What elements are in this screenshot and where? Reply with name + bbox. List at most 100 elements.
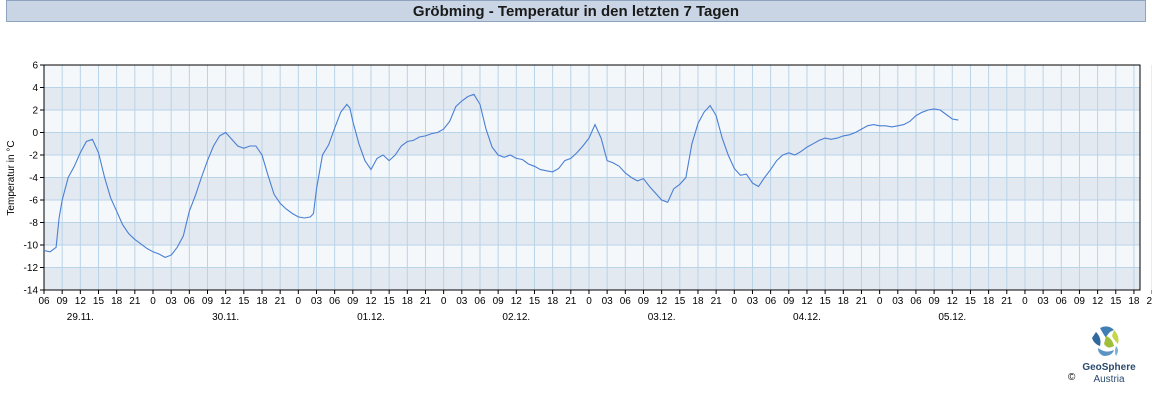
x-tick-label: 15 bbox=[674, 296, 686, 307]
x-tick-label: 06 bbox=[184, 296, 196, 307]
y-tick-label: 2 bbox=[32, 106, 38, 117]
x-tick-label: 15 bbox=[820, 296, 832, 307]
x-tick-label: 18 bbox=[838, 296, 850, 307]
x-tick-label: 15 bbox=[529, 296, 541, 307]
x-axis-ticks: 06 09 12 15 18 21 0 03 06 09 12 15 18 21 0 03 06 09 12 15 18… bbox=[38, 290, 1152, 307]
date-label: 04.12. bbox=[793, 312, 821, 323]
y-tick-label: 6 bbox=[32, 61, 38, 72]
x-tick-label: 21 bbox=[856, 296, 868, 307]
y-tick-label: 0 bbox=[32, 128, 38, 139]
y-tick-label: -12 bbox=[24, 263, 39, 274]
x-tick-label: 03 bbox=[1038, 296, 1050, 307]
copyright-symbol: © bbox=[1068, 372, 1076, 383]
x-tick-label: 12 bbox=[365, 296, 377, 307]
x-tick-label: 0 bbox=[586, 296, 592, 307]
x-tick-label: 12 bbox=[656, 296, 668, 307]
x-tick-label: 06 bbox=[620, 296, 632, 307]
x-tick-label: 03 bbox=[456, 296, 468, 307]
x-tick-label: 18 bbox=[547, 296, 559, 307]
band bbox=[44, 87, 1140, 110]
band bbox=[44, 200, 1140, 223]
x-tick-label: 0 bbox=[877, 296, 883, 307]
plot-background bbox=[44, 65, 1140, 290]
x-axis-date-labels: 29.11. 30.11. 01.12. 02.12. 03.12. 04.12. 05.1… bbox=[67, 312, 966, 323]
date-label: 29.11. bbox=[67, 312, 94, 323]
x-tick-label: 0 bbox=[296, 296, 302, 307]
y-tick-label: -14 bbox=[24, 286, 39, 297]
page-title: Gröbming - Temperatur in den letzten 7 T… bbox=[412, 3, 740, 20]
x-tick-label: 09 bbox=[347, 296, 359, 307]
date-label: 05.12. bbox=[938, 312, 966, 323]
band bbox=[44, 132, 1140, 155]
x-tick-label: 06 bbox=[910, 296, 922, 307]
x-tick-label: 03 bbox=[602, 296, 614, 307]
x-tick-label: 06 bbox=[1056, 296, 1068, 307]
x-tick-label: 0 bbox=[732, 296, 738, 307]
x-tick-label: 15 bbox=[238, 296, 250, 307]
band bbox=[44, 65, 1140, 88]
x-tick-label: 21 bbox=[129, 296, 141, 307]
logo-name: GeoSphere bbox=[1082, 362, 1136, 373]
band bbox=[44, 222, 1140, 245]
date-label: 02.12. bbox=[502, 312, 530, 323]
y-axis-label: Temperatur in °C bbox=[6, 140, 17, 215]
x-tick-label: 03 bbox=[311, 296, 323, 307]
x-tick-label: 21 bbox=[711, 296, 723, 307]
x-tick-label: 18 bbox=[983, 296, 995, 307]
x-tick-label: 21 bbox=[1001, 296, 1013, 307]
x-tick-label: 15 bbox=[93, 296, 105, 307]
x-tick-label: 18 bbox=[402, 296, 414, 307]
band bbox=[44, 110, 1140, 133]
x-tick-label: 15 bbox=[965, 296, 977, 307]
x-tick-label: 03 bbox=[166, 296, 178, 307]
x-tick-label: 18 bbox=[692, 296, 704, 307]
x-tick-label: 21 bbox=[1147, 296, 1152, 307]
x-tick-label: 15 bbox=[384, 296, 396, 307]
x-tick-label: 18 bbox=[256, 296, 268, 307]
x-tick-label: 21 bbox=[565, 296, 577, 307]
y-tick-label: -2 bbox=[29, 151, 38, 162]
y-tick-label: -10 bbox=[24, 241, 39, 252]
x-tick-label: 09 bbox=[493, 296, 505, 307]
x-tick-label: 09 bbox=[638, 296, 650, 307]
y-axis-ticks: 6 4 2 0 -2 -4 -6 -8 -10 -12 -14 bbox=[24, 61, 44, 297]
date-label: 01.12. bbox=[357, 312, 385, 323]
x-tick-label: 12 bbox=[1092, 296, 1104, 307]
temperature-series-line bbox=[43, 93, 959, 259]
y-tick-label: -8 bbox=[29, 218, 38, 229]
x-tick-label: 21 bbox=[275, 296, 287, 307]
x-tick-label: 12 bbox=[75, 296, 87, 307]
x-tick-label: 09 bbox=[783, 296, 795, 307]
x-tick-label: 18 bbox=[1128, 296, 1140, 307]
band bbox=[44, 267, 1140, 290]
x-tick-label: 03 bbox=[892, 296, 904, 307]
x-tick-label: 06 bbox=[38, 296, 50, 307]
x-tick-label: 0 bbox=[150, 296, 156, 307]
band bbox=[44, 155, 1140, 178]
x-tick-label: 21 bbox=[420, 296, 432, 307]
x-tick-label: 09 bbox=[57, 296, 69, 307]
x-tick-label: 09 bbox=[1074, 296, 1086, 307]
x-tick-label: 0 bbox=[441, 296, 447, 307]
x-tick-label: 12 bbox=[511, 296, 523, 307]
x-tick-label: 06 bbox=[474, 296, 486, 307]
x-tick-label: 09 bbox=[929, 296, 941, 307]
date-label: 03.12. bbox=[648, 312, 676, 323]
logo-subtitle: Austria bbox=[1093, 374, 1125, 385]
x-tick-label: 03 bbox=[747, 296, 759, 307]
y-tick-label: -4 bbox=[29, 173, 38, 184]
band bbox=[44, 245, 1140, 268]
x-tick-label: 18 bbox=[111, 296, 123, 307]
x-tick-label: 06 bbox=[329, 296, 341, 307]
x-tick-label: 12 bbox=[801, 296, 813, 307]
title-bar: Gröbming - Temperatur in den letzten 7 T… bbox=[6, 0, 1146, 22]
y-tick-label: 4 bbox=[32, 83, 38, 94]
y-tick-label: -6 bbox=[29, 196, 38, 207]
x-tick-label: 0 bbox=[1022, 296, 1028, 307]
x-tick-label: 09 bbox=[202, 296, 214, 307]
x-tick-label: 06 bbox=[765, 296, 777, 307]
x-tick-label: 15 bbox=[1110, 296, 1122, 307]
x-tick-label: 12 bbox=[947, 296, 959, 307]
band bbox=[44, 177, 1140, 200]
